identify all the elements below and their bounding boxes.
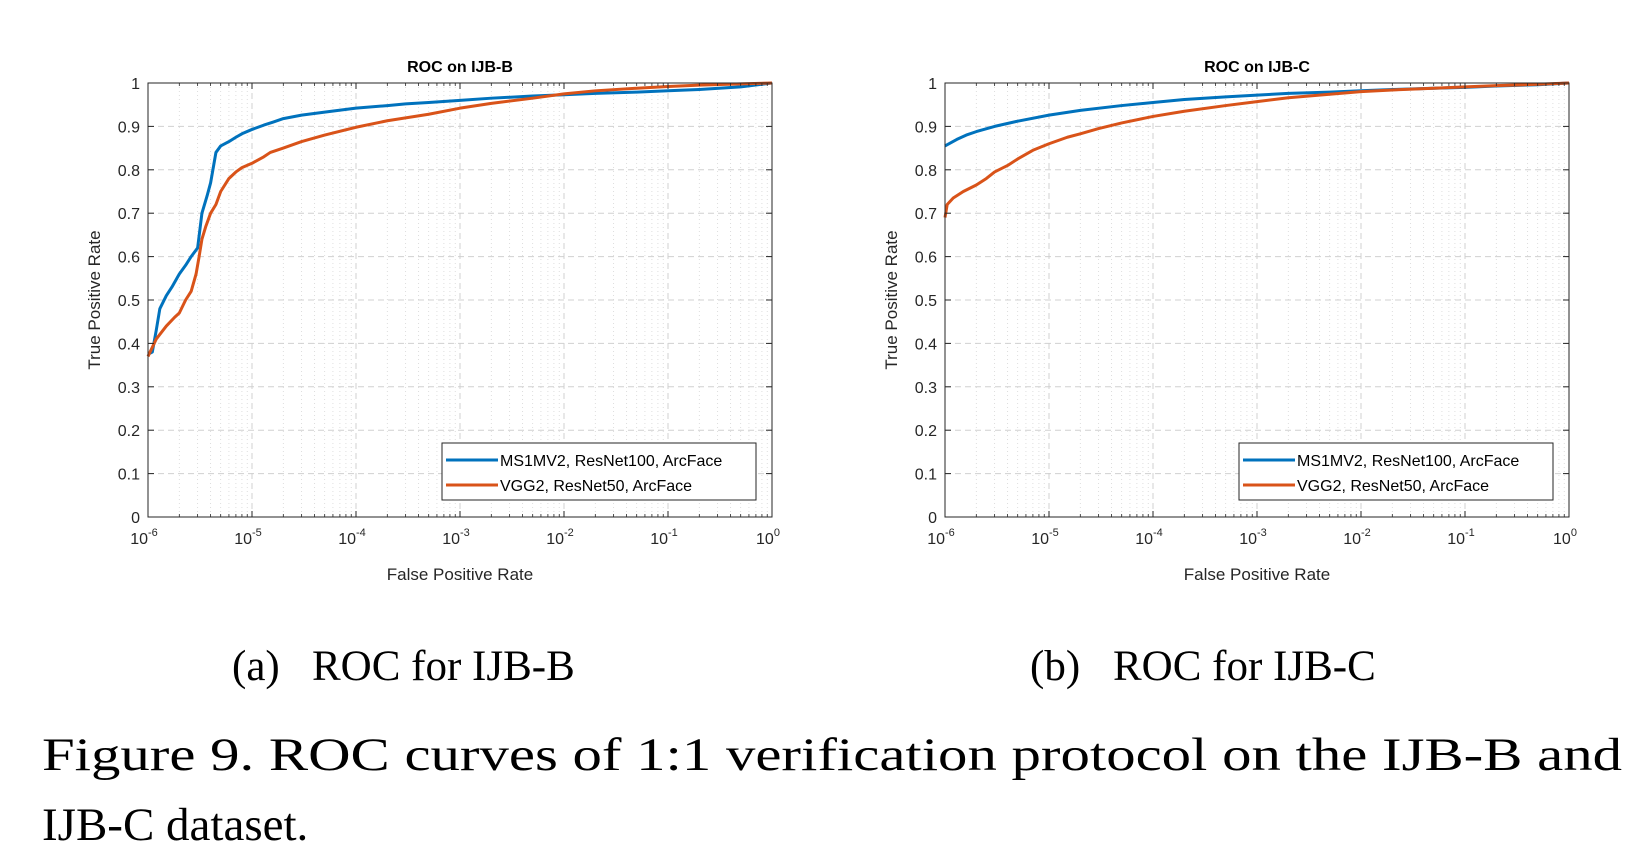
- chart-ijb-b: ROC on IJB-B True Positive Rate False Po…: [85, 59, 780, 584]
- y-tick-label: 0.4: [915, 336, 937, 353]
- x-tick-label: 10-1: [1447, 527, 1475, 548]
- legend-label-ms1mv2: MS1MV2, ResNet100, ArcFace: [500, 453, 722, 470]
- y-tick-label: 0.7: [915, 206, 937, 223]
- y-tick-label: 1: [928, 76, 937, 93]
- x-tick-label: 10-1: [650, 527, 678, 548]
- y-tick-label: 0.3: [118, 380, 140, 397]
- y-tick-label: 0.5: [118, 293, 140, 310]
- y-axis-label: True Positive Rate: [882, 230, 901, 369]
- y-tick-label: 0.5: [915, 293, 937, 310]
- x-tick-label: 10-6: [927, 527, 955, 548]
- subcaption-a-text: ROC for IJB-B: [312, 643, 575, 690]
- y-tick-label: 0.8: [915, 163, 937, 180]
- x-tick-label: 100: [756, 527, 780, 548]
- figure-caption-line-1: Figure 9. ROC curves of 1:1 verification…: [42, 729, 1622, 781]
- x-tick-label: 10-4: [1135, 527, 1163, 548]
- y-tick-label: 0.3: [915, 380, 937, 397]
- legend: MS1MV2, ResNet100, ArcFace VGG2, ResNet5…: [1238, 442, 1554, 501]
- legend-label-ms1mv2: MS1MV2, ResNet100, ArcFace: [1297, 453, 1519, 470]
- y-tick-label: 0.4: [118, 336, 140, 353]
- y-tick-label: 0: [928, 510, 937, 527]
- axes-box: [944, 82, 1570, 518]
- y-tick-label: 0.6: [118, 250, 140, 267]
- chart-title: ROC on IJB-C: [1204, 59, 1310, 76]
- x-tick-label: 10-2: [1343, 527, 1371, 548]
- subcaption-b-text: ROC for IJB-C: [1113, 643, 1376, 690]
- y-tick-label: 0.8: [118, 163, 140, 180]
- y-tick-label: 0: [131, 510, 140, 527]
- x-axis-label: False Positive Rate: [1184, 565, 1330, 584]
- x-axis-label: False Positive Rate: [387, 565, 533, 584]
- x-tick-label: 10-5: [234, 527, 262, 548]
- legend-box: [1238, 442, 1554, 501]
- x-tick-label: 10-4: [338, 527, 366, 548]
- series-line-vgg2: [943, 81, 1570, 218]
- legend-label-vgg2: VGG2, ResNet50, ArcFace: [1297, 478, 1489, 495]
- y-axis-label: True Positive Rate: [85, 230, 104, 369]
- legend: MS1MV2, ResNet100, ArcFace VGG2, ResNet5…: [441, 442, 757, 501]
- y-tick-label: 0.1: [118, 467, 140, 484]
- legend-label-vgg2: VGG2, ResNet50, ArcFace: [500, 478, 692, 495]
- x-tick-label: 10-6: [130, 527, 158, 548]
- y-tick-label: 0.9: [915, 119, 937, 136]
- y-tick-label: 0.2: [118, 423, 140, 440]
- x-tick-label: 10-3: [442, 527, 470, 548]
- y-tick-label: 1: [131, 76, 140, 93]
- subcaption-b-label: (b): [1030, 643, 1080, 690]
- x-tick-label: 10-2: [546, 527, 574, 548]
- y-tick-label: 0.7: [118, 206, 140, 223]
- chart-ijb-c: ROC on IJB-C True Positive Rate False Po…: [882, 59, 1577, 584]
- y-tick-label: 0.2: [915, 423, 937, 440]
- subcaption-a-label: (a): [232, 643, 280, 690]
- y-tick-label: 0.9: [118, 119, 140, 136]
- y-tick-label: 0.1: [915, 467, 937, 484]
- series-line-vgg2: [146, 81, 773, 358]
- axes-box: [147, 82, 773, 518]
- x-tick-label: 10-3: [1239, 527, 1267, 548]
- chart-title: ROC on IJB-B: [407, 59, 513, 76]
- x-tick-label: 100: [1553, 527, 1577, 548]
- y-tick-label: 0.6: [915, 250, 937, 267]
- figure-caption-line-2: IJB-C dataset.: [42, 799, 308, 851]
- x-tick-label: 10-5: [1031, 527, 1059, 548]
- legend-box: [441, 442, 757, 501]
